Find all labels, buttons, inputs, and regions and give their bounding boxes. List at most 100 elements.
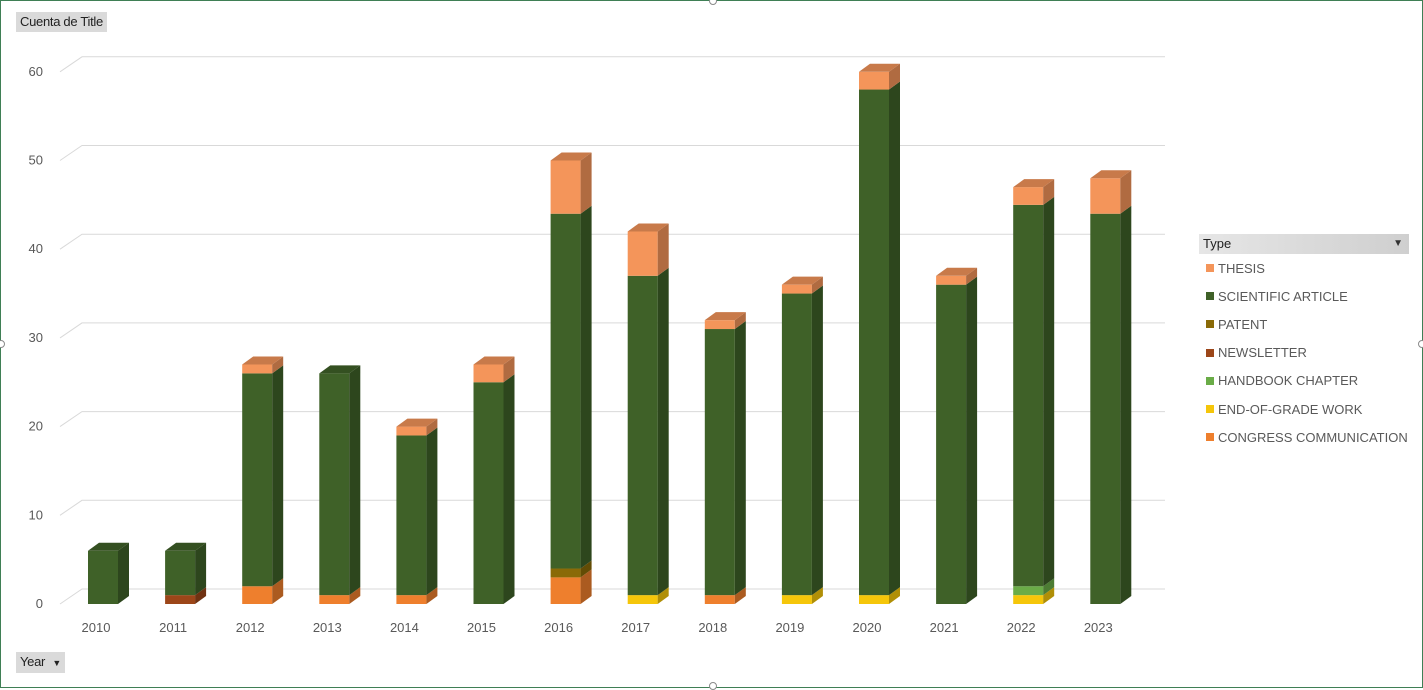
legend-item[interactable]: HANDBOOK CHAPTER xyxy=(1199,367,1409,395)
bar-segment-side xyxy=(118,542,129,604)
bar-stack[interactable] xyxy=(781,276,823,604)
bar-segment[interactable] xyxy=(704,320,735,330)
axis-field-button[interactable]: Year ▼ xyxy=(16,652,65,673)
bar-segment[interactable] xyxy=(781,284,812,294)
gridline xyxy=(59,499,1165,516)
bar-segment[interactable] xyxy=(1090,178,1121,214)
bar-segment-side xyxy=(1120,170,1132,214)
legend-item[interactable]: CONGRESS COMMUNICATION xyxy=(1199,423,1409,451)
x-tick-label: 2011 xyxy=(159,620,187,635)
bar-segment-side xyxy=(734,587,746,604)
bar-segment[interactable] xyxy=(859,595,889,604)
legend-swatch xyxy=(1206,348,1214,357)
bar-segment-top xyxy=(396,418,438,427)
legend-label: HANDBOOK CHAPTER xyxy=(1218,373,1359,389)
resize-handle-left[interactable] xyxy=(0,340,5,348)
bar-segment[interactable] xyxy=(704,595,735,604)
value-field-button[interactable]: Cuenta de Title xyxy=(16,12,107,32)
bar-segment[interactable] xyxy=(1013,595,1044,604)
bar-segment[interactable] xyxy=(550,568,581,578)
bar-segment[interactable] xyxy=(936,275,967,285)
legend-field-label: Type xyxy=(1203,236,1232,251)
bar-segment-side xyxy=(657,267,669,596)
bar-segment[interactable] xyxy=(627,595,658,604)
bar-stack[interactable] xyxy=(859,63,900,604)
y-tick-label: 40 xyxy=(29,241,43,256)
bar-segment[interactable] xyxy=(319,373,350,596)
bar-segment[interactable] xyxy=(242,364,273,374)
bar-segment[interactable] xyxy=(165,595,196,604)
bar-segment[interactable] xyxy=(88,550,118,604)
bar-segment[interactable] xyxy=(781,595,812,604)
bar-segment-side xyxy=(966,276,978,604)
bar-stack[interactable] xyxy=(550,152,592,605)
legend-label: THESIS xyxy=(1218,260,1265,276)
bar-stack[interactable] xyxy=(396,418,438,604)
legend-item[interactable]: NEWSLETTER xyxy=(1199,339,1409,367)
bar-stack[interactable] xyxy=(88,542,129,604)
gridline xyxy=(59,322,1165,339)
legend-item[interactable]: SCIENTIFIC ARTICLE xyxy=(1199,282,1409,310)
resize-handle-right[interactable] xyxy=(1418,340,1423,348)
x-tick-label: 2010 xyxy=(82,620,111,635)
bar-stack[interactable] xyxy=(1013,179,1055,604)
bar-segment[interactable] xyxy=(1013,187,1044,205)
bar-segment[interactable] xyxy=(627,231,658,276)
bar-stack[interactable] xyxy=(473,356,515,604)
bar-segment[interactable] xyxy=(550,577,581,604)
bar-stack[interactable] xyxy=(704,312,746,604)
bar-segment[interactable] xyxy=(936,284,967,604)
bar-stack[interactable] xyxy=(242,356,284,604)
bar-segment[interactable] xyxy=(1013,586,1044,596)
bar-stack[interactable] xyxy=(319,365,361,604)
bar-segment-side xyxy=(580,205,592,569)
legend-field-button[interactable]: Type ▼ xyxy=(1199,234,1409,254)
bar-segment-side xyxy=(426,418,438,436)
bar-segment-top xyxy=(1013,179,1055,188)
y-tick-label: 10 xyxy=(29,507,43,522)
bar-segment[interactable] xyxy=(319,595,350,604)
x-tick-label: 2018 xyxy=(698,620,727,635)
bar-segment-side xyxy=(889,587,900,604)
bar-segment-side xyxy=(272,356,284,374)
bar-segment-side xyxy=(272,578,284,604)
x-tick-label: 2023 xyxy=(1084,620,1113,635)
legend-swatch xyxy=(1206,405,1214,414)
bar-segment[interactable] xyxy=(396,426,427,436)
bar-segment[interactable] xyxy=(473,364,504,383)
resize-handle-top[interactable] xyxy=(709,0,717,5)
bar-segment[interactable] xyxy=(627,275,658,596)
bar-segment-side xyxy=(503,374,515,604)
gridline xyxy=(59,145,1165,161)
bar-segment[interactable] xyxy=(1013,204,1044,587)
bar-segment-side xyxy=(1043,196,1055,587)
bar-segment-side xyxy=(734,312,746,330)
dropdown-arrow-icon: ▼ xyxy=(1393,238,1403,249)
bar-segment[interactable] xyxy=(396,595,427,604)
bar-segment[interactable] xyxy=(550,213,581,569)
legend-item[interactable]: PATENT xyxy=(1199,310,1409,338)
bar-segment[interactable] xyxy=(473,382,504,604)
bar-segment[interactable] xyxy=(396,435,427,596)
bar-stack[interactable] xyxy=(1090,170,1132,604)
bar-segment-top xyxy=(473,356,515,365)
gridline xyxy=(59,233,1165,250)
bar-segment[interactable] xyxy=(242,373,273,587)
bar-segment[interactable] xyxy=(859,71,889,90)
bar-segment[interactable] xyxy=(550,160,581,214)
bar-segment-top xyxy=(781,276,823,285)
bar-stack[interactable] xyxy=(936,267,978,604)
bar-segment[interactable] xyxy=(165,550,196,596)
bar-stack[interactable] xyxy=(627,223,669,604)
bar-stack[interactable] xyxy=(165,542,207,604)
bar-segment[interactable] xyxy=(859,89,889,596)
bar-segment[interactable] xyxy=(1090,213,1121,604)
bar-segment-side xyxy=(195,587,207,604)
legend-item[interactable]: THESIS xyxy=(1199,254,1409,282)
bar-segment[interactable] xyxy=(781,293,812,596)
legend-item[interactable]: END-OF-GRADE WORK xyxy=(1199,395,1409,423)
bar-segment[interactable] xyxy=(704,329,735,596)
bar-segment[interactable] xyxy=(242,586,273,604)
bars xyxy=(88,63,1132,605)
gridlines xyxy=(59,56,1165,605)
